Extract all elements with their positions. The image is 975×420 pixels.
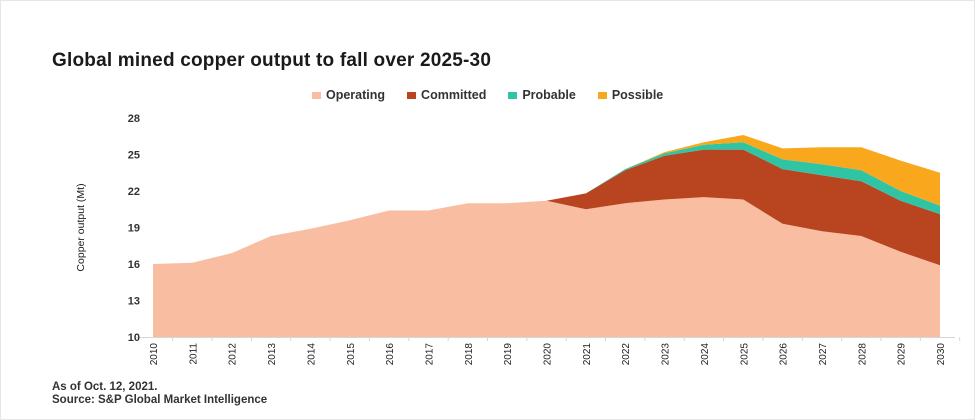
x-tick-label: 2011: [188, 343, 199, 365]
legend-label-probable: Probable: [522, 88, 576, 102]
source-note: Source: S&P Global Market Intelligence: [52, 394, 268, 406]
x-tick-label: 2028: [857, 343, 868, 366]
x-tick-label: 2029: [897, 343, 908, 366]
x-tick-label: 2023: [661, 343, 672, 366]
x-tick-label: 2020: [543, 343, 554, 366]
x-tick-label: 2017: [424, 343, 435, 366]
x-tick-label: 2024: [700, 343, 711, 366]
legend-label-operating: Operating: [326, 88, 386, 102]
x-tick-label: 2010: [149, 343, 160, 366]
legend-swatch-probable: [508, 91, 518, 99]
chart-title: Global mined copper output to fall over …: [52, 50, 492, 71]
legend-label-possible: Possible: [611, 88, 664, 102]
x-tick-label: 2022: [621, 343, 632, 366]
legend-item-committed: Committed: [407, 88, 486, 102]
x-tick-label: 2026: [779, 343, 790, 366]
y-axis-label: Copper output (Mt): [75, 183, 87, 271]
as-of-note: As of Oct. 12, 2021.: [52, 381, 158, 393]
area-possible: [153, 135, 940, 264]
x-tick-label: 2015: [346, 343, 357, 366]
y-tick-label: 28: [128, 113, 140, 125]
x-tick-label: 2013: [267, 343, 278, 366]
legend-item-probable: Probable: [508, 88, 576, 102]
legend-swatch-operating: [312, 91, 321, 99]
x-tick-label: 2014: [306, 343, 317, 366]
x-tick-label: 2021: [582, 343, 593, 366]
area-operating: [153, 197, 940, 337]
x-tick-label: 2025: [739, 343, 750, 366]
y-tick-label: 22: [128, 186, 140, 198]
x-tick-label: 2016: [385, 343, 396, 366]
x-tick-label: 2027: [818, 343, 829, 366]
chart-notes: As of Oct. 12, 2021. Source: S&P Global …: [52, 381, 267, 407]
legend-swatch-possible: [597, 91, 607, 99]
area-committed: [153, 149, 940, 266]
legend: Operating Committed Probable Possible: [312, 88, 663, 102]
y-tick-label: 19: [128, 223, 140, 235]
y-tick-label: 13: [128, 296, 140, 308]
x-tick-label: 2019: [503, 343, 514, 366]
y-tick-label: 25: [128, 150, 140, 162]
legend-item-operating: Operating: [312, 88, 385, 102]
x-tick-label: 2030: [936, 343, 947, 366]
y-tick-label: 10: [128, 332, 140, 344]
legend-swatch-committed: [407, 91, 417, 99]
y-tick-label: 16: [128, 259, 140, 271]
legend-item-possible: Possible: [597, 88, 664, 102]
x-tick-label: 2012: [228, 343, 239, 366]
legend-label-committed: Committed: [421, 88, 487, 102]
x-tick-label: 2018: [464, 343, 475, 366]
